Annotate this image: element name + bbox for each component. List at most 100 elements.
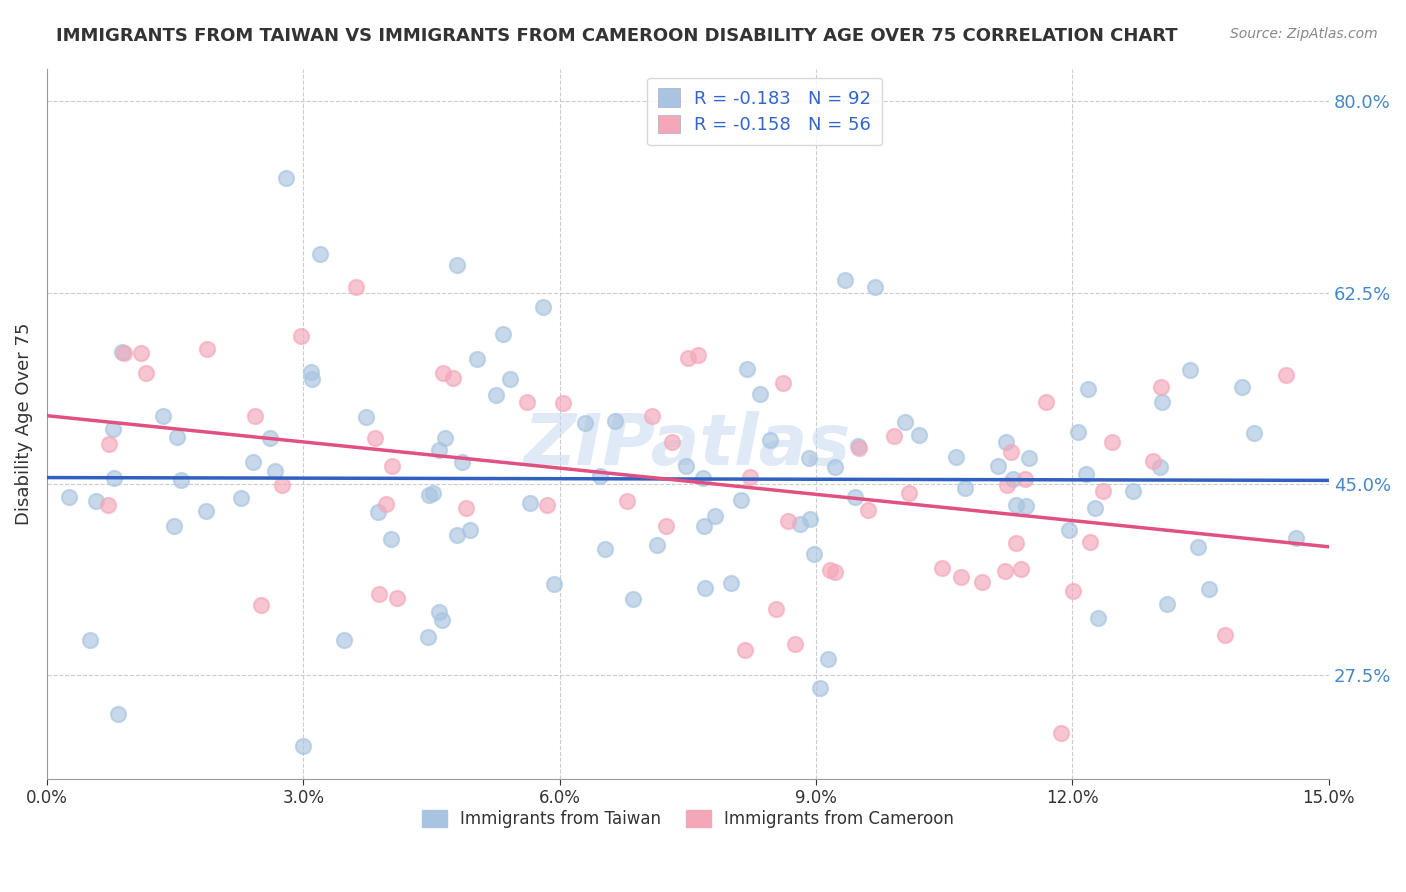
Point: [543, 577, 565, 591]
Text: ZIPatlas: ZIPatlas: [524, 410, 852, 480]
Point: [429, 442, 451, 457]
Point: [1084, 501, 1107, 516]
Point: [1150, 395, 1173, 409]
Point: [166, 430, 188, 444]
Point: [945, 450, 967, 464]
Point: [1005, 498, 1028, 512]
Point: [883, 429, 905, 443]
Point: [645, 538, 668, 552]
Point: [531, 301, 554, 315]
Text: Source: ZipAtlas.com: Source: ZipAtlas.com: [1230, 27, 1378, 41]
Point: [243, 409, 266, 423]
Point: [693, 582, 716, 596]
Point: [498, 372, 520, 386]
Point: [735, 361, 758, 376]
Point: [458, 523, 481, 537]
Point: [1087, 610, 1109, 624]
Point: [163, 518, 186, 533]
Point: [1067, 425, 1090, 439]
Point: [789, 516, 811, 531]
Point: [1150, 380, 1173, 394]
Point: [344, 280, 367, 294]
Point: [553, 396, 575, 410]
Y-axis label: Disability Age Over 75: Disability Age Over 75: [15, 323, 32, 525]
Point: [434, 431, 457, 445]
Point: [195, 504, 218, 518]
Point: [1230, 379, 1253, 393]
Point: [803, 547, 825, 561]
Point: [250, 598, 273, 612]
Point: [686, 348, 709, 362]
Point: [380, 532, 402, 546]
Point: [574, 416, 596, 430]
Point: [432, 366, 454, 380]
Point: [152, 409, 174, 424]
Legend: Immigrants from Taiwan, Immigrants from Cameroon: Immigrants from Taiwan, Immigrants from …: [415, 803, 960, 835]
Point: [931, 561, 953, 575]
Point: [456, 501, 478, 516]
Point: [1285, 531, 1308, 545]
Point: [765, 602, 787, 616]
Point: [195, 342, 218, 356]
Point: [799, 512, 821, 526]
Point: [856, 503, 879, 517]
Point: [1018, 451, 1040, 466]
Point: [994, 564, 1017, 578]
Point: [1078, 535, 1101, 549]
Point: [271, 477, 294, 491]
Point: [516, 394, 538, 409]
Point: [1014, 472, 1036, 486]
Point: [135, 367, 157, 381]
Text: IMMIGRANTS FROM TAIWAN VS IMMIGRANTS FROM CAMEROON DISABILITY AGE OVER 75 CORREL: IMMIGRANTS FROM TAIWAN VS IMMIGRANTS FRO…: [56, 27, 1178, 45]
Point: [1092, 484, 1115, 499]
Point: [97, 498, 120, 512]
Point: [824, 459, 846, 474]
Point: [1050, 726, 1073, 740]
Point: [748, 386, 770, 401]
Point: [1000, 444, 1022, 458]
Point: [1198, 582, 1220, 596]
Point: [101, 422, 124, 436]
Point: [368, 586, 391, 600]
Point: [112, 345, 135, 359]
Point: [375, 497, 398, 511]
Point: [675, 459, 697, 474]
Point: [1015, 500, 1038, 514]
Point: [129, 345, 152, 359]
Point: [692, 471, 714, 485]
Point: [734, 642, 756, 657]
Point: [783, 637, 806, 651]
Point: [987, 458, 1010, 473]
Point: [422, 485, 444, 500]
Point: [776, 514, 799, 528]
Point: [1062, 584, 1084, 599]
Point: [79, 632, 101, 647]
Point: [441, 371, 464, 385]
Point: [758, 433, 780, 447]
Point: [834, 273, 856, 287]
Point: [1156, 598, 1178, 612]
Point: [661, 435, 683, 450]
Point: [290, 328, 312, 343]
Point: [865, 280, 887, 294]
Point: [107, 707, 129, 722]
Point: [451, 455, 474, 469]
Point: [465, 352, 488, 367]
Point: [1077, 382, 1099, 396]
Point: [1001, 472, 1024, 486]
Point: [58, 490, 80, 504]
Point: [259, 431, 281, 445]
Point: [589, 468, 612, 483]
Point: [418, 488, 440, 502]
Point: [264, 464, 287, 478]
Point: [103, 471, 125, 485]
Point: [799, 451, 821, 466]
Point: [616, 493, 638, 508]
Point: [381, 459, 404, 474]
Point: [367, 505, 389, 519]
Point: [970, 574, 993, 589]
Point: [418, 630, 440, 644]
Point: [1076, 467, 1098, 481]
Point: [995, 477, 1018, 491]
Point: [242, 455, 264, 469]
